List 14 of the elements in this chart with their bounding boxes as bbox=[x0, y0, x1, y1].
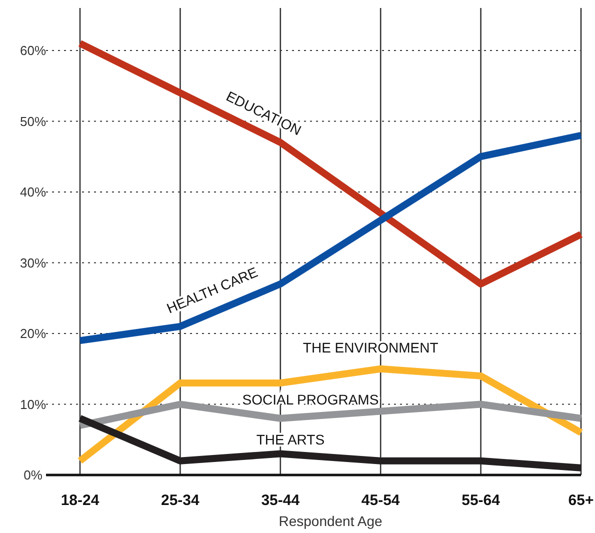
y-tick-label: 0% bbox=[24, 468, 43, 483]
x-axis-title: Respondent Age bbox=[278, 513, 382, 529]
x-tick-label: 25-34 bbox=[161, 492, 200, 509]
x-tick-label: 45-54 bbox=[361, 492, 400, 509]
x-tick-label: 65+ bbox=[568, 492, 594, 509]
y-tick-label: 30% bbox=[20, 255, 46, 270]
y-tick-label: 50% bbox=[20, 114, 46, 129]
x-tick-label: 18-24 bbox=[60, 492, 100, 509]
y-tick-label: 20% bbox=[20, 326, 46, 342]
y-tick-label: 10% bbox=[20, 396, 46, 412]
x-tick-label: 55-64 bbox=[462, 492, 501, 509]
x-tick-label: 35-44 bbox=[261, 492, 300, 509]
y-tick-label: 60% bbox=[20, 43, 46, 58]
y-tick-label: 40% bbox=[20, 184, 46, 200]
